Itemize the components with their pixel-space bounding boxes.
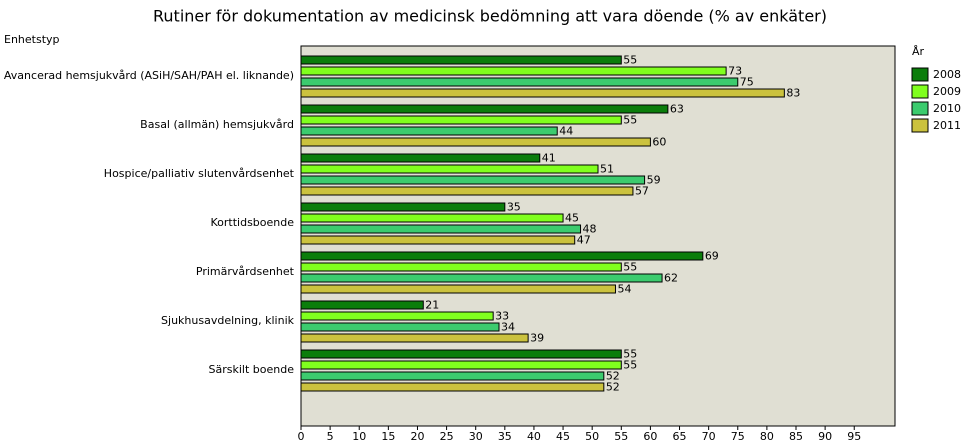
legend-label: 2009	[933, 85, 961, 98]
value-label: 47	[577, 234, 591, 247]
bar	[300, 66, 727, 76]
bar	[300, 175, 646, 185]
x-tick-label: 80	[760, 430, 774, 443]
y-tick-label: Sjukhusavdelning, klinik	[161, 314, 295, 327]
value-label: 69	[705, 250, 719, 263]
value-label: 34	[501, 321, 515, 334]
x-tick-label: 55	[614, 430, 628, 443]
x-tick-label: 65	[673, 430, 687, 443]
value-label: 62	[664, 272, 678, 285]
bar	[300, 115, 622, 125]
value-label: 55	[623, 114, 637, 127]
bar	[300, 213, 564, 223]
y-tick-label: Särskilt boende	[209, 363, 295, 376]
value-label: 39	[530, 332, 544, 345]
bar	[300, 262, 622, 272]
value-label: 52	[606, 370, 620, 383]
value-label: 60	[652, 136, 666, 149]
x-tick-label: 50	[585, 430, 599, 443]
value-label: 55	[623, 359, 637, 372]
legend-title: År	[912, 45, 925, 58]
legend-swatch	[911, 67, 929, 82]
bar	[300, 77, 739, 87]
value-label: 35	[507, 201, 521, 214]
bar	[300, 251, 704, 261]
legend-swatch	[911, 101, 929, 116]
bar	[300, 126, 558, 136]
legend-swatch	[911, 84, 929, 99]
x-tick-label: 30	[469, 430, 483, 443]
x-tick-label: 85	[789, 430, 803, 443]
bar	[300, 311, 494, 321]
legend-swatch	[911, 118, 929, 133]
legend-label: 2010	[933, 102, 961, 115]
bar	[300, 88, 785, 98]
bar	[300, 202, 506, 212]
bar	[300, 382, 605, 392]
bar	[300, 104, 669, 114]
value-label: 44	[559, 125, 573, 138]
x-tick-label: 45	[556, 430, 570, 443]
x-tick-label: 40	[527, 430, 541, 443]
y-tick-label: Korttidsboende	[210, 216, 294, 229]
x-tick-label: 25	[440, 430, 454, 443]
bar	[300, 55, 622, 65]
value-label: 73	[728, 65, 742, 78]
bar	[300, 153, 541, 163]
x-tick-label: 75	[731, 430, 745, 443]
x-tick-label: 35	[498, 430, 512, 443]
bar	[300, 300, 424, 310]
x-tick-label: 20	[410, 430, 424, 443]
bar	[300, 349, 622, 359]
value-label: 57	[635, 185, 649, 198]
value-label: 55	[623, 348, 637, 361]
legend-label: 2011	[933, 119, 961, 132]
bar	[300, 360, 622, 370]
value-label: 55	[623, 54, 637, 67]
value-label: 54	[617, 283, 631, 296]
value-label: 33	[495, 310, 509, 323]
y-tick-label: Basal (allmän) hemsjukvård	[140, 118, 294, 131]
x-tick-label: 10	[352, 430, 366, 443]
bar	[300, 137, 651, 147]
value-label: 52	[606, 381, 620, 394]
legend-label: 2008	[933, 68, 961, 81]
x-tick-label: 5	[327, 430, 334, 443]
value-label: 55	[623, 261, 637, 274]
value-label: 41	[542, 152, 556, 165]
y-tick-label: Primärvårdsenhet	[196, 265, 295, 278]
x-tick-label: 0	[298, 430, 305, 443]
bar	[300, 333, 529, 343]
x-tick-label: 90	[818, 430, 832, 443]
chart-title: Rutiner för dokumentation av medicinsk b…	[153, 7, 827, 26]
value-label: 51	[600, 163, 614, 176]
bar	[300, 224, 582, 234]
bar	[300, 371, 605, 381]
bar	[300, 235, 576, 245]
y-axis-label: Enhetstyp	[4, 33, 60, 46]
value-label: 48	[583, 223, 597, 236]
bar	[300, 164, 599, 174]
bar	[300, 186, 634, 196]
bar	[300, 322, 500, 332]
bar	[300, 284, 616, 294]
y-tick-label: Avancerad hemsjukvård (ASiH/SAH/PAH el. …	[4, 69, 294, 82]
x-tick-label: 95	[847, 430, 861, 443]
x-tick-label: 60	[643, 430, 657, 443]
bar	[300, 273, 663, 283]
y-tick-label: Hospice/palliativ slutenvårdsenhet	[104, 167, 295, 180]
value-label: 45	[565, 212, 579, 225]
value-label: 59	[647, 174, 661, 187]
value-label: 21	[425, 299, 439, 312]
x-tick-label: 15	[381, 430, 395, 443]
value-label: 63	[670, 103, 684, 116]
x-tick-label: 70	[702, 430, 716, 443]
value-label: 83	[786, 87, 800, 100]
value-label: 75	[740, 76, 754, 89]
